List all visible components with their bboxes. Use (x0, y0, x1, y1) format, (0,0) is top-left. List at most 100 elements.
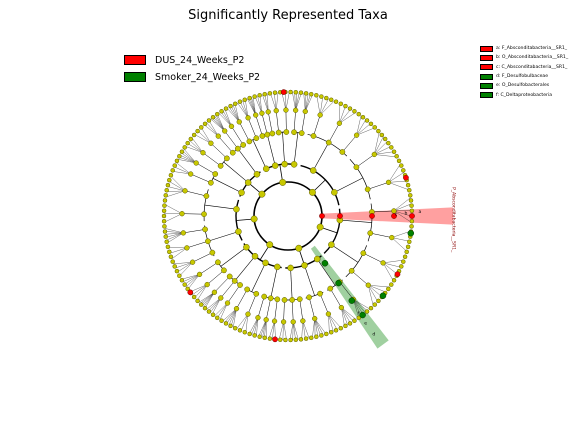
taxon-node (253, 112, 259, 118)
taxon-node (223, 321, 229, 326)
taxon-node (314, 334, 319, 339)
leaf-branch (274, 321, 276, 340)
branch (234, 256, 256, 282)
taxon-node (405, 244, 411, 250)
leaf-branch (374, 154, 398, 158)
taxon-node (408, 198, 414, 203)
taxon-node (258, 190, 266, 198)
branch (293, 132, 299, 165)
leaf-branch (200, 292, 215, 304)
leaf-branch (391, 237, 410, 242)
branch (356, 154, 375, 168)
leaf-branch (224, 308, 237, 323)
taxon-node (253, 135, 260, 142)
taxon-node (389, 145, 394, 150)
leaf-branch (328, 313, 330, 333)
leaf-branch (267, 93, 269, 112)
leaf-branch (383, 262, 401, 268)
taxon-node (189, 259, 196, 265)
taxon-node (235, 228, 242, 235)
branch (275, 110, 279, 133)
leaf-branch (341, 307, 354, 322)
dus-node (409, 213, 415, 219)
taxon-node (262, 165, 270, 173)
leaf-branch (262, 94, 269, 112)
taxon-node (259, 133, 266, 139)
branch (237, 148, 258, 175)
branch (223, 161, 249, 183)
leaf-branch (328, 313, 342, 329)
taxon-node (242, 329, 248, 335)
leaf-branch (374, 141, 388, 155)
taxa-swatch-b (480, 54, 493, 61)
taxon-node (247, 95, 252, 101)
leaf-branch (328, 313, 334, 332)
leaf-branch (292, 92, 296, 111)
leaf-branch (245, 314, 249, 333)
leaf-branch (368, 285, 378, 302)
branch (196, 162, 216, 175)
dus-node (187, 289, 194, 296)
leaf-branch (182, 274, 200, 282)
leaf-branch (204, 292, 215, 309)
leaf-branch (339, 106, 346, 124)
leaf-branch (166, 190, 186, 192)
leaf-branch (182, 150, 197, 164)
leaf-branch (368, 285, 390, 288)
taxon-node (295, 244, 303, 252)
taxon-node (211, 289, 218, 295)
branch (202, 152, 221, 167)
taxon-node (317, 112, 323, 118)
leaf-branch (382, 262, 398, 275)
leaf-branch (178, 156, 197, 164)
leaf-branch (166, 232, 184, 244)
leaf-branch (264, 94, 269, 112)
taxon-node (347, 321, 353, 326)
taxon-node (356, 315, 362, 321)
leaf-branch (201, 127, 212, 144)
taxon-node (257, 93, 262, 98)
taxon-node (228, 323, 233, 329)
taxon-node (319, 94, 324, 99)
taxon-node (338, 304, 345, 311)
smoker-node (407, 230, 415, 237)
leaf-branch (312, 318, 315, 338)
branch (299, 299, 304, 321)
taxon-node (188, 171, 194, 177)
leaf-branch (187, 274, 200, 290)
branch (231, 126, 244, 146)
taxon-node (177, 154, 182, 159)
taxon-node (234, 145, 241, 152)
taxon-node (218, 295, 224, 301)
cladogram-nodes (161, 89, 415, 343)
leaf-branch (228, 106, 240, 122)
taxon-node (404, 249, 409, 255)
leaf-branch (214, 302, 228, 317)
leaf-branch (177, 159, 197, 164)
leaf-branch (356, 119, 367, 136)
leaf-branch (341, 307, 348, 325)
taxon-node (252, 333, 257, 338)
taxon-node (353, 164, 360, 171)
leaf-branch (305, 93, 311, 112)
branch (184, 190, 207, 197)
leaf-branch (222, 308, 237, 322)
taxon-node (328, 329, 334, 335)
legend-label-dus: DUS_24_Weeks_P2 (155, 54, 245, 66)
leaf-branch (383, 259, 404, 264)
taxa-label-c: c: C_Absconditabacteria__SR1_ (496, 64, 568, 70)
taxon-node (402, 254, 408, 260)
leaf-branch (248, 98, 256, 116)
taxon-node (162, 198, 168, 203)
leaf-branch (247, 98, 256, 116)
taxon-node (364, 186, 371, 193)
dus-clade-band (319, 207, 453, 225)
taxon-node (202, 121, 208, 127)
leaf-branch (391, 237, 407, 252)
taxon-node (167, 249, 172, 255)
leaf-branch (293, 321, 296, 340)
branch (247, 293, 257, 315)
taxon-node (233, 205, 240, 213)
branch (293, 110, 296, 133)
leaf-branch (249, 317, 259, 334)
